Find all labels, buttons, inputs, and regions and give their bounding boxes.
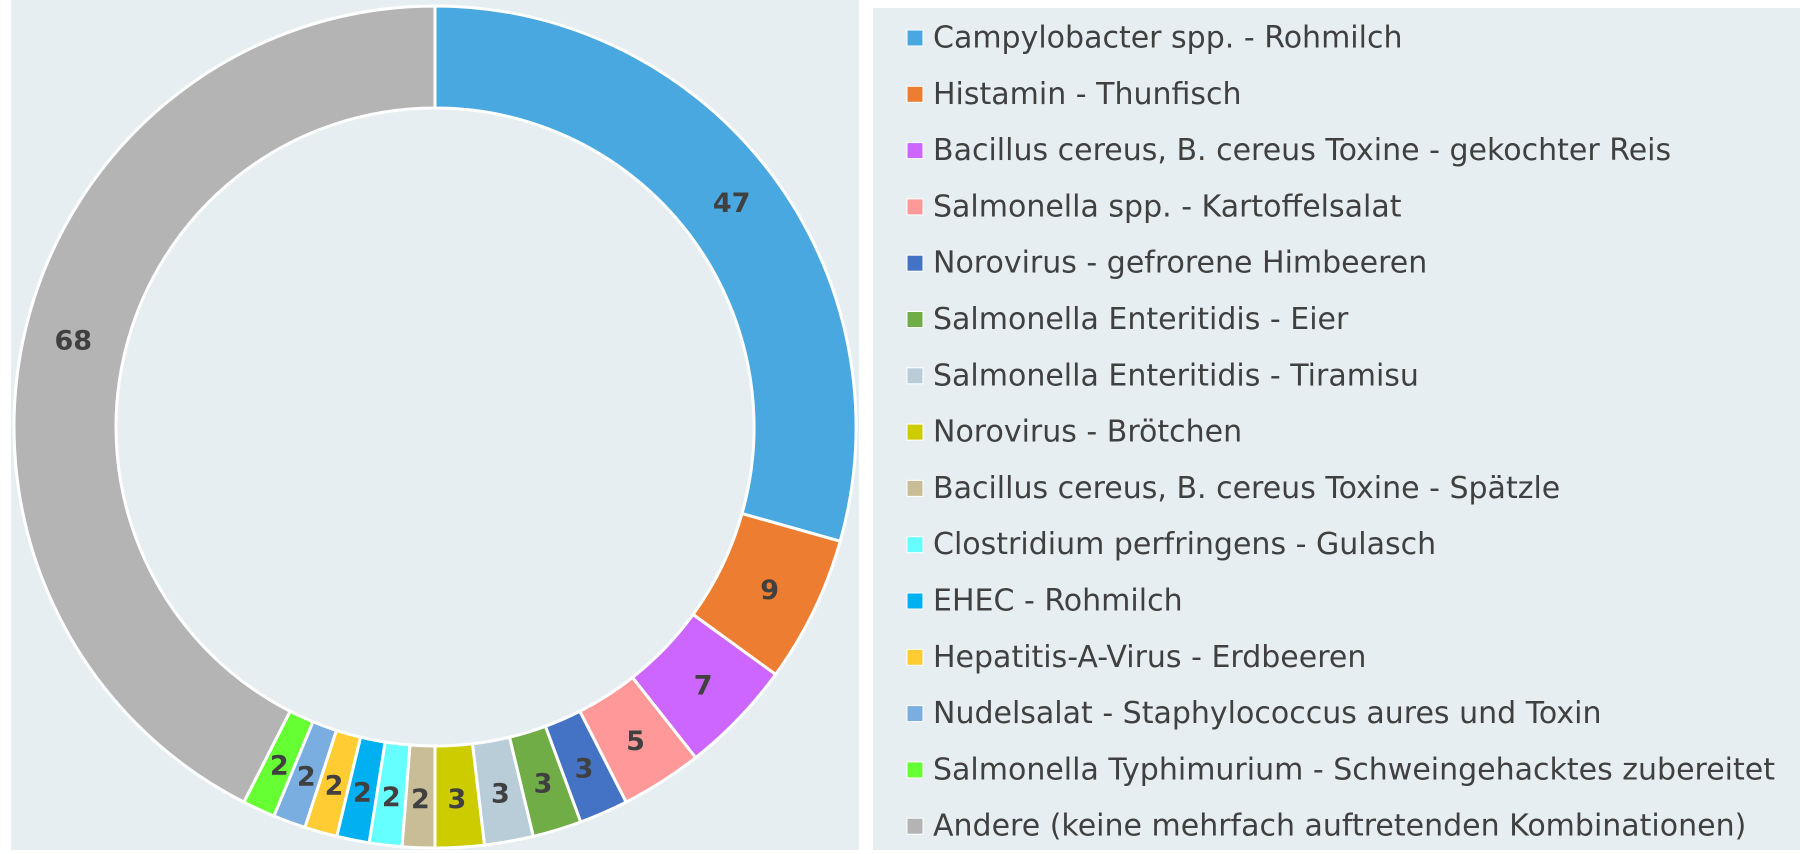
data-label: 68 (54, 326, 92, 357)
data-label: 3 (448, 784, 467, 815)
legend-swatch (906, 367, 924, 385)
legend-swatch (906, 85, 924, 103)
data-label: 2 (270, 750, 289, 781)
legend-label: Histamin - Thunfisch (933, 77, 1242, 112)
data-label: 9 (760, 575, 779, 606)
data-label: 2 (382, 782, 401, 813)
legend-label: Andere (keine mehrfach auftretenden Komb… (933, 809, 1746, 844)
legend-label: Clostridium perfringens - Gulasch (933, 527, 1436, 562)
legend-swatch (906, 648, 924, 666)
data-label: 3 (575, 753, 594, 784)
legend-swatch (906, 592, 924, 610)
legend-swatch (906, 198, 924, 216)
data-label: 2 (297, 762, 316, 793)
legend-label: Salmonella Typhimurium - Schweingehackte… (933, 752, 1775, 787)
legend-label: Hepatitis-A-Virus - Erdbeeren (933, 640, 1366, 675)
data-label: 5 (626, 726, 645, 757)
data-label: 2 (325, 771, 344, 802)
legend-panel (873, 8, 1800, 850)
legend-swatch (906, 536, 924, 554)
legend-swatch (906, 254, 924, 272)
legend-label: Salmonella Enteritidis - Eier (933, 302, 1349, 337)
legend-swatch (906, 705, 924, 723)
data-label: 3 (534, 768, 553, 799)
legend-swatch (906, 479, 924, 497)
legend-label: Salmonella Enteritidis - Tiramisu (933, 358, 1419, 393)
legend-swatch (906, 311, 924, 328)
legend-swatch (906, 29, 924, 47)
legend-label: EHEC - Rohmilch (933, 584, 1183, 619)
legend-label: Norovirus - Brötchen (933, 415, 1242, 450)
legend-swatch (906, 142, 924, 160)
data-label: 3 (491, 779, 510, 810)
legend-swatch (906, 423, 924, 441)
legend-label: Bacillus cereus, B. cereus Toxine - Spät… (933, 471, 1560, 506)
legend-label: Salmonella spp. - Kartoffelsalat (933, 189, 1402, 224)
legend-swatch (906, 817, 924, 835)
data-label: 47 (713, 188, 751, 219)
data-label: 2 (353, 777, 372, 808)
legend-label: Norovirus - gefrorene Himbeeren (933, 246, 1427, 281)
legend-label: Bacillus cereus, B. cereus Toxine - geko… (933, 133, 1671, 168)
legend-swatch (906, 761, 924, 779)
data-label: 7 (694, 670, 713, 701)
donut-segment (433, 4, 858, 544)
legend-label: Nudelsalat - Staphylococcus aures und To… (933, 696, 1601, 731)
legend-label: Campylobacter spp. - Rohmilch (933, 21, 1402, 56)
legend: Campylobacter spp. - Rohmilch Histamin - … (906, 21, 1775, 844)
donut-segment (12, 4, 437, 805)
data-label: 2 (411, 784, 430, 815)
